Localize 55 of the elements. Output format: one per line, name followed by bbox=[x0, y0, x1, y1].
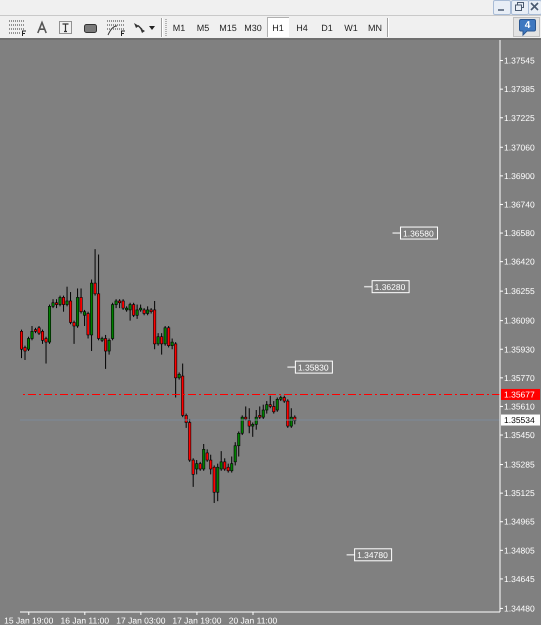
y-tick-label: 1.36740 bbox=[504, 199, 535, 210]
text: D1 bbox=[320, 23, 334, 34]
annotation: 1.35830 bbox=[298, 362, 329, 372]
annotation: 1.34780 bbox=[357, 550, 388, 560]
candlestick bbox=[195, 460, 198, 475]
text: H4 bbox=[295, 23, 309, 34]
y-tick-label: 1.37545 bbox=[504, 56, 535, 66]
candlestick bbox=[262, 404, 265, 420]
text: M5 bbox=[196, 23, 210, 34]
candlestick bbox=[122, 298, 125, 310]
y-tick-label: 1.36580 bbox=[504, 228, 535, 238]
text: H1 bbox=[271, 23, 285, 34]
y-tick-label: 1.35125 bbox=[504, 488, 535, 498]
y-tick-label: 1.34965 bbox=[504, 516, 535, 527]
y-tick-label: 1.34805 bbox=[504, 545, 535, 556]
x-tick-label: 15 Jan 19:00 bbox=[4, 615, 54, 625]
y-tick-label: 1.37060 bbox=[504, 142, 535, 152]
y-tick-label: 1.35770 bbox=[504, 372, 535, 383]
y-tick-label: 1.36900 bbox=[504, 170, 535, 181]
candlestick bbox=[248, 408, 251, 434]
candlestick bbox=[20, 329, 23, 359]
y-tick-label: 1.37225 bbox=[504, 112, 535, 123]
candlestick bbox=[136, 304, 139, 320]
text: 4 bbox=[524, 20, 532, 31]
y-tick-label: 1.35450 bbox=[504, 430, 535, 440]
x-tick-label: 16 Jan 11:00 bbox=[60, 615, 110, 625]
y-tick-label: 1.34480 bbox=[504, 603, 535, 614]
candlestick bbox=[58, 295, 62, 307]
x-tick-label: 20 Jan 11:00 bbox=[228, 615, 278, 625]
y-tick-label: 1.37385 bbox=[504, 84, 535, 94]
annotation: 1.36580 bbox=[402, 228, 434, 238]
candlestick bbox=[223, 458, 226, 472]
text: M15 bbox=[218, 23, 238, 34]
y-tick-label: 1.36255 bbox=[504, 286, 535, 296]
candlestick bbox=[132, 302, 136, 318]
y-tick-label: 1.36090 bbox=[504, 316, 535, 326]
annotation: 1.36280 bbox=[374, 282, 406, 292]
ref-line-label: 1.35534 bbox=[504, 415, 535, 426]
x-tick-label: 17 Jan 19:00 bbox=[172, 615, 222, 625]
text: MN bbox=[367, 23, 383, 34]
ref-line-label: 1.35677 bbox=[504, 390, 535, 400]
y-tick-label: 1.34645 bbox=[504, 574, 535, 584]
candlestick bbox=[276, 397, 279, 412]
y-tick-label: 1.36420 bbox=[504, 256, 535, 267]
y-tick-label: 1.35610 bbox=[504, 401, 535, 412]
x-tick-label: 17 Jan 03:00 bbox=[116, 615, 166, 625]
text: M1 bbox=[172, 23, 186, 34]
text: W1 bbox=[343, 23, 359, 34]
text: M30 bbox=[243, 23, 263, 34]
y-tick-label: 1.35930 bbox=[504, 344, 535, 354]
candlestick bbox=[167, 326, 170, 348]
y-tick-label: 1.35285 bbox=[504, 460, 535, 470]
candlestick bbox=[202, 443, 206, 472]
candlestick bbox=[128, 302, 132, 322]
candlestick bbox=[104, 334, 108, 370]
